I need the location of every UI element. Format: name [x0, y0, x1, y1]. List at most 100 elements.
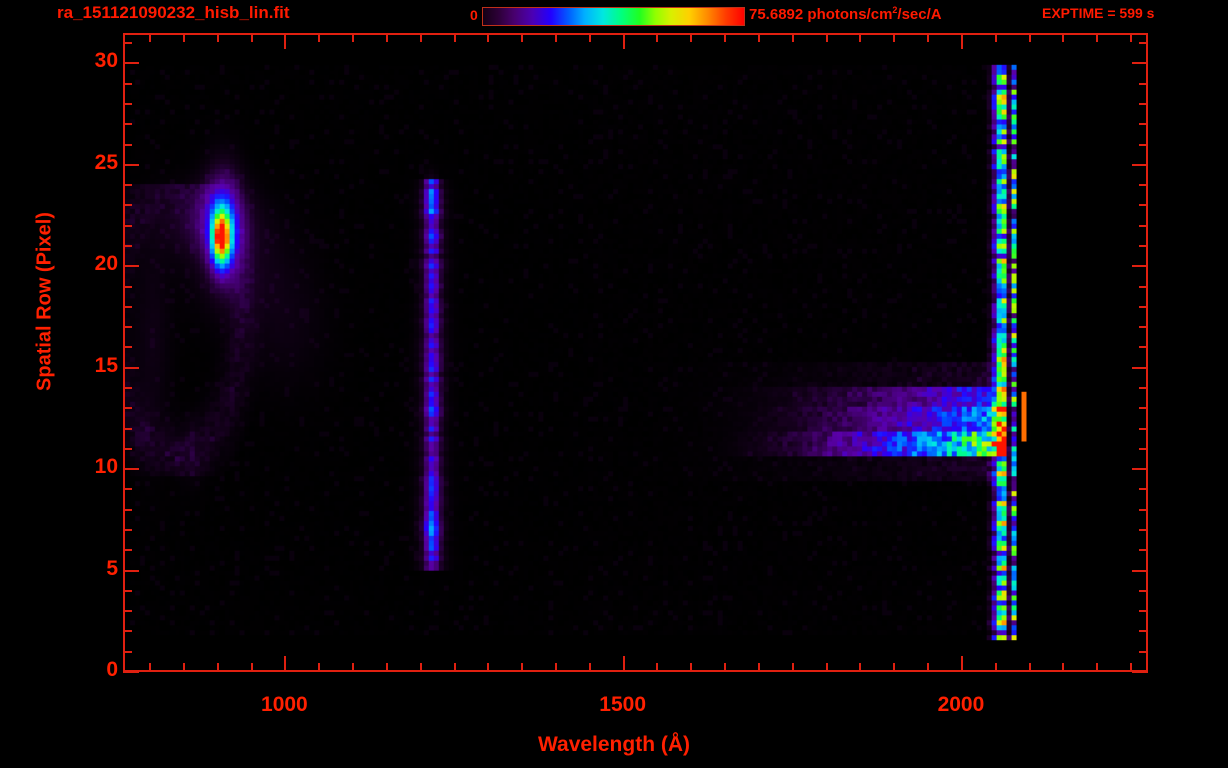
y-tick-right-10 — [1132, 468, 1148, 471]
x-tick-top-950 — [250, 33, 253, 42]
y-tick-20 — [123, 265, 139, 268]
y-tick-6 — [123, 549, 132, 552]
page-title: ra_151121090232_hisb_lin.fit — [57, 3, 290, 22]
x-tick-1400 — [555, 663, 557, 672]
x-tick-2150 — [1062, 663, 1065, 672]
y-tick-right-6 — [1139, 549, 1148, 552]
y-tick-22 — [123, 224, 132, 227]
x-tick-1500 — [622, 656, 625, 672]
x-tick-2200 — [1096, 663, 1099, 672]
y-tick-21 — [123, 245, 132, 247]
y-tick-3 — [123, 610, 132, 613]
y-tick-label-15: 15 — [94, 353, 118, 377]
x-tick-1650 — [724, 663, 727, 672]
y-tick-right-0 — [1132, 671, 1148, 673]
x-tick-1600 — [690, 663, 693, 672]
y-tick-right-24 — [1139, 184, 1148, 187]
y-tick-right-30 — [1132, 62, 1148, 65]
x-tick-1150 — [385, 663, 388, 672]
colorbar-units-suffix: /sec/A — [897, 6, 942, 23]
y-tick-right-5 — [1132, 569, 1148, 572]
y-tick-10 — [123, 468, 139, 471]
y-tick-right-21 — [1139, 245, 1148, 247]
y-tick-label-0: 0 — [106, 658, 118, 681]
x-tick-top-1150 — [385, 33, 388, 42]
x-tick-1350 — [521, 663, 524, 672]
x-tick-2100 — [1028, 663, 1031, 672]
y-tick-label-20: 20 — [94, 252, 118, 276]
y-tick-right-2 — [1139, 630, 1148, 633]
colorbar — [482, 7, 745, 26]
x-tick-top-900 — [216, 33, 219, 42]
y-tick-label-30: 30 — [94, 49, 118, 73]
spectral-image-canvas — [125, 35, 1146, 670]
x-tick-top-1200 — [419, 33, 422, 42]
x-tick-top-1850 — [859, 33, 862, 42]
y-tick-right-20 — [1132, 265, 1148, 268]
x-tick-850 — [182, 663, 185, 672]
x-tick-2000 — [960, 656, 963, 672]
y-tick-right-1 — [1139, 650, 1148, 653]
y-tick-8 — [123, 508, 132, 511]
y-tick-16 — [123, 346, 132, 349]
x-tick-1550 — [656, 663, 659, 672]
x-tick-1700 — [757, 663, 760, 672]
x-tick-1850 — [859, 663, 862, 672]
x-tick-800 — [149, 663, 152, 672]
x-tick-2250 — [1130, 663, 1133, 672]
y-tick-right-18 — [1139, 305, 1148, 308]
colorbar-max-value: 75.6892 — [749, 6, 804, 23]
x-tick-top-1550 — [656, 33, 659, 42]
y-tick-right-12 — [1139, 427, 1148, 430]
y-tick-right-19 — [1139, 285, 1148, 288]
x-tick-1800 — [825, 663, 828, 672]
x-tick-1950 — [927, 663, 930, 672]
colorbar-min-label: 0 — [470, 7, 478, 23]
y-tick-12 — [123, 427, 132, 430]
y-tick-right-16 — [1139, 346, 1148, 349]
x-tick-top-1900 — [893, 33, 896, 42]
colorbar-units-exponent: 2 — [892, 5, 898, 15]
x-tick-top-1450 — [588, 33, 591, 42]
x-tick-1200 — [419, 663, 422, 672]
y-tick-right-25 — [1132, 163, 1148, 166]
x-tick-1450 — [588, 663, 591, 672]
y-tick-1 — [123, 650, 132, 653]
x-tick-1000 — [284, 656, 287, 672]
x-tick-top-1650 — [724, 33, 727, 42]
y-tick-right-7 — [1139, 529, 1148, 531]
x-tick-top-800 — [149, 33, 152, 42]
y-tick-right-4 — [1139, 589, 1148, 592]
y-tick-5 — [123, 569, 139, 572]
x-tick-900 — [216, 663, 219, 672]
x-tick-top-2000 — [960, 33, 963, 49]
x-tick-top-1050 — [318, 33, 321, 42]
y-tick-25 — [123, 163, 139, 166]
plot-frame — [123, 33, 1148, 672]
y-tick-17 — [123, 326, 132, 329]
y-tick-18 — [123, 305, 132, 308]
y-tick-28 — [123, 103, 132, 105]
y-tick-27 — [123, 123, 132, 126]
x-tick-top-850 — [182, 33, 185, 42]
y-tick-right-13 — [1139, 407, 1148, 410]
y-tick-right-14 — [1139, 387, 1148, 389]
x-tick-top-2100 — [1028, 33, 1031, 42]
x-tick-top-1750 — [791, 33, 794, 42]
y-tick-13 — [123, 407, 132, 410]
y-tick-0 — [123, 671, 139, 673]
x-tick-1250 — [453, 663, 456, 672]
x-tick-top-1950 — [927, 33, 930, 42]
y-tick-right-15 — [1132, 366, 1148, 369]
y-tick-7 — [123, 529, 132, 531]
y-tick-29 — [123, 82, 132, 85]
y-tick-label-25: 25 — [94, 150, 118, 174]
y-tick-right-8 — [1139, 508, 1148, 511]
y-axis-title: Spatial Row (Pixel) — [33, 212, 56, 391]
x-tick-1100 — [352, 663, 355, 672]
y-tick-right-23 — [1139, 204, 1148, 207]
x-tick-top-1350 — [521, 33, 524, 42]
exptime-label: EXPTIME = 599 s — [1042, 5, 1155, 21]
y-tick-15 — [123, 366, 139, 369]
